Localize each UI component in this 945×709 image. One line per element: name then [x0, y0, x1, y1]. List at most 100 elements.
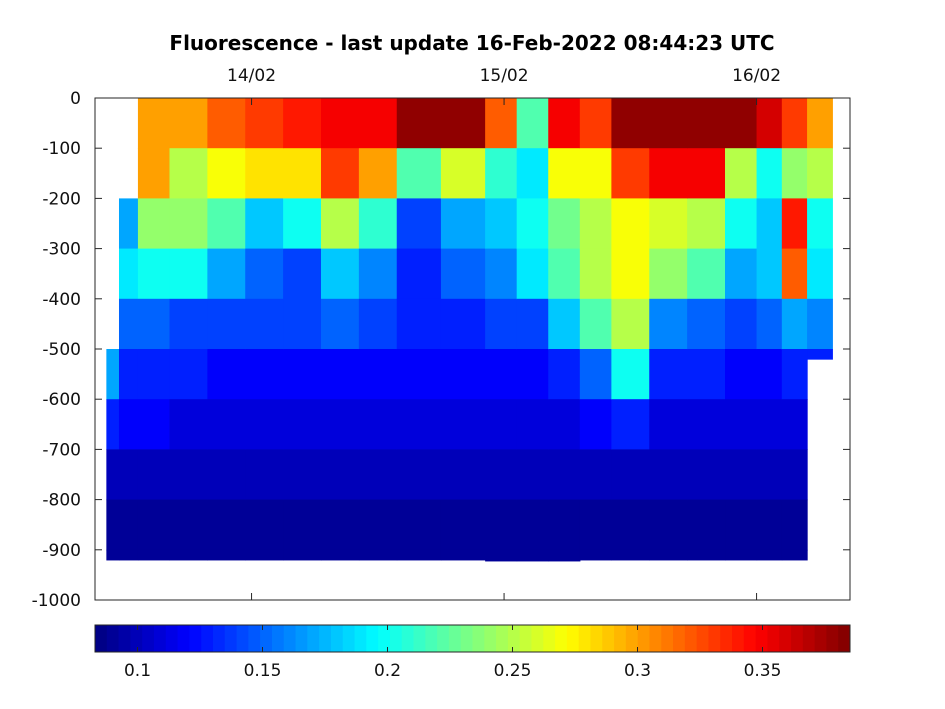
heatmap-cell	[320, 98, 360, 149]
heatmap-cell	[283, 98, 322, 149]
heatmap-cell	[169, 148, 208, 199]
heatmap-cell	[649, 148, 688, 199]
y-tick-label: -300	[42, 240, 81, 260]
heatmap-cell	[781, 549, 808, 561]
colorbar-bin	[684, 625, 698, 652]
heatmap-cell	[687, 98, 726, 149]
heatmap-cell	[245, 349, 284, 400]
y-tick-label: -800	[42, 491, 81, 511]
y-tick-label: -700	[42, 440, 81, 460]
heatmap-cell	[396, 349, 442, 400]
heatmap-cell	[756, 148, 783, 199]
heatmap-cell	[807, 148, 833, 199]
heatmap-cell	[516, 148, 549, 199]
heatmap-cell	[781, 298, 808, 350]
heatmap-cell	[118, 449, 139, 501]
heatmap-cell	[649, 499, 688, 551]
heatmap-cell	[396, 449, 442, 501]
colorbar-bin	[814, 625, 827, 652]
heatmap-cell	[358, 248, 398, 300]
heatmap-cell	[283, 148, 322, 199]
heatmap-cell	[548, 399, 581, 450]
y-tick-label: -100	[42, 139, 81, 159]
heatmap-cell	[245, 148, 284, 199]
heatmap-cell	[320, 248, 360, 300]
heatmap-cell	[687, 449, 726, 501]
heatmap-cell	[207, 499, 246, 551]
y-tick-label: -400	[42, 290, 81, 310]
heatmap-cell	[781, 198, 808, 250]
heatmap-cell	[687, 298, 726, 350]
y-axis: 0 -100 -200 -300 -400 -500 -600 -700 -800 -900 -10…	[32, 89, 850, 611]
heatmap-cell	[118, 248, 139, 300]
heatmap-cell	[358, 349, 398, 400]
colorbar-bin	[602, 625, 615, 652]
colorbar	[94, 624, 851, 653]
heatmap-cell	[649, 449, 688, 501]
heatmap-cell	[611, 148, 650, 199]
heatmap-cell	[807, 98, 833, 149]
heatmap-cell	[118, 198, 139, 250]
colorbar-bin	[142, 625, 155, 652]
heatmap-cell	[649, 349, 688, 400]
heatmap-cell	[169, 499, 208, 551]
heatmap-cell	[169, 298, 208, 350]
heatmap-cell	[283, 399, 322, 450]
colorbar-bin	[307, 625, 320, 652]
heatmap-cell	[118, 399, 139, 450]
heatmap-cell	[579, 549, 612, 561]
colorbar-bin	[212, 625, 226, 652]
heatmap-cell	[358, 399, 398, 450]
colorbar-bin	[177, 625, 190, 652]
heatmap-cell	[579, 449, 612, 501]
heatmap-cell	[358, 198, 398, 250]
colorbar-bin	[118, 625, 131, 652]
colorbar-bin	[507, 625, 521, 652]
heatmap-cell	[440, 349, 486, 400]
heatmap-cell	[611, 248, 650, 300]
x-axis: 14/02 15/02 16/02	[227, 66, 781, 600]
heatmap-cell	[611, 298, 650, 350]
colorbar-bin	[342, 625, 356, 652]
heatmap-cell	[687, 148, 726, 199]
heatmap-cell	[649, 98, 688, 149]
heatmap-cell	[320, 198, 360, 250]
heatmap-cell	[207, 98, 246, 149]
heatmap-cell	[137, 98, 171, 149]
heatmap-cell	[649, 399, 688, 450]
heatmap-cell	[756, 298, 783, 350]
heatmap-cell	[485, 248, 518, 300]
heatmap-cell	[137, 298, 171, 350]
colorbar-bin	[319, 625, 332, 652]
heatmap-cell	[611, 198, 650, 250]
heatmap-cell	[207, 298, 246, 350]
heatmap-cell	[756, 499, 783, 551]
heatmap-cell	[283, 449, 322, 501]
heatmap-cell	[756, 449, 783, 501]
heatmap-cell	[725, 349, 758, 400]
heatmap-cell	[207, 349, 246, 400]
y-tick-label: -900	[42, 541, 81, 561]
heatmap-cell	[245, 298, 284, 350]
colorbar-bin	[354, 625, 367, 652]
heatmap-cell	[283, 349, 322, 400]
colorbar-bin	[484, 625, 497, 652]
y-tick-label: -600	[42, 390, 81, 410]
heatmap-cell	[440, 549, 486, 561]
colorbar-bin	[649, 625, 662, 652]
heatmap-cell	[245, 449, 284, 501]
heatmap-cell	[781, 148, 808, 199]
heatmap-cell	[687, 549, 726, 561]
colorbar-bin	[378, 625, 391, 652]
heatmap-cell	[485, 499, 518, 551]
heatmap-cell	[169, 98, 208, 149]
y-tick-label: 0	[70, 89, 81, 109]
heatmap-cell	[611, 399, 650, 450]
x-tick-label: 16/02	[732, 66, 781, 86]
heatmap-cell	[548, 98, 581, 149]
colorbar-bin	[614, 625, 627, 652]
colorbar-bin	[425, 625, 438, 652]
colorbar-tick-label: 0.1	[124, 661, 151, 681]
heatmap-cell	[137, 248, 171, 300]
